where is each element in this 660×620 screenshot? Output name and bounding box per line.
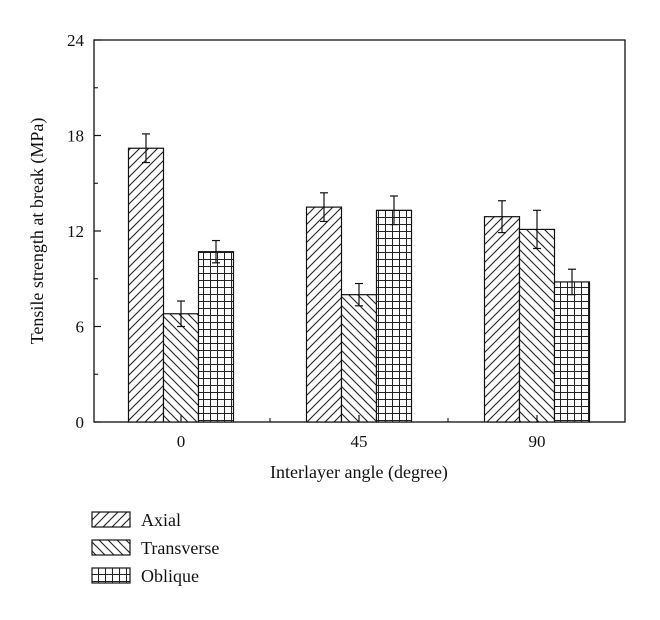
legend-item: Oblique xyxy=(91,566,199,586)
x-axis-title: Interlayer angle (degree) xyxy=(270,462,448,483)
legend-swatch xyxy=(91,567,131,584)
plot-area: 0 6 12 18 24 0 45 90 xyxy=(67,31,626,451)
legend-label: Transverse xyxy=(141,538,219,558)
legend-swatch xyxy=(91,539,131,556)
error-bar xyxy=(177,300,185,328)
y-tick-label: 6 xyxy=(76,318,85,337)
bar-axial xyxy=(305,206,343,423)
y-axis: 0 6 12 18 24 xyxy=(67,31,101,432)
error-bar xyxy=(320,192,328,223)
bars-layer xyxy=(127,133,591,423)
x-axis: 0 45 90 xyxy=(177,415,546,451)
bar-oblique xyxy=(553,281,591,423)
error-bar xyxy=(355,282,363,307)
x-tick-label: 0 xyxy=(177,432,186,451)
y-tick-label: 24 xyxy=(67,31,85,50)
bar-axial xyxy=(127,147,165,423)
y-axis-title: Tensile strength at break (MPa) xyxy=(27,118,48,345)
error-bar xyxy=(212,239,220,264)
bar-transverse xyxy=(518,228,556,423)
x-tick-label: 90 xyxy=(529,432,546,451)
x-tick-label: 45 xyxy=(351,432,368,451)
bar-transverse xyxy=(162,313,200,423)
error-bar xyxy=(533,209,541,250)
y-tick-label: 18 xyxy=(67,127,84,146)
error-bar xyxy=(568,268,576,296)
error-bar xyxy=(390,195,398,226)
legend-label: Axial xyxy=(141,510,181,530)
error-bar xyxy=(498,200,506,234)
legend-swatch xyxy=(91,511,131,528)
legend-label: Oblique xyxy=(141,566,199,586)
legend-item: Transverse xyxy=(91,538,219,558)
y-tick-label: 0 xyxy=(76,413,85,432)
bar-oblique xyxy=(375,209,413,423)
legend: Axial Transverse Oblique xyxy=(91,510,219,586)
bar-transverse xyxy=(340,294,378,423)
legend-item: Axial xyxy=(91,510,181,530)
y-tick-label: 12 xyxy=(67,222,84,241)
error-bar xyxy=(142,133,150,164)
bar-axial xyxy=(483,216,521,423)
bar-oblique xyxy=(197,251,235,423)
